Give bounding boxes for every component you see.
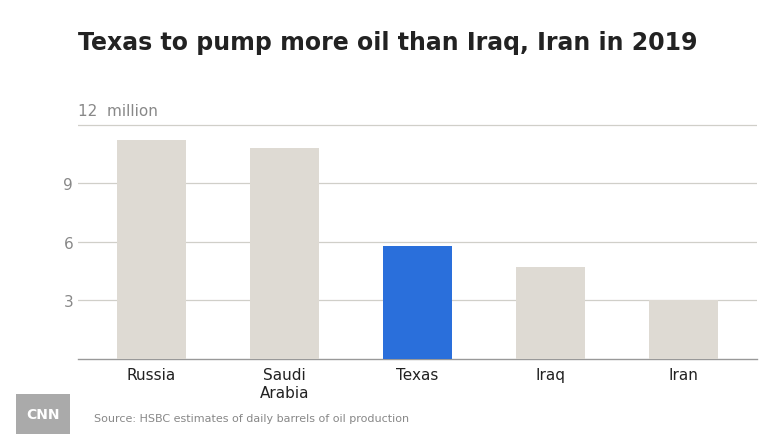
Text: Texas to pump more oil than Iraq, Iran in 2019: Texas to pump more oil than Iraq, Iran i… [78,31,697,55]
Bar [649,301,718,359]
Text: Source: HSBC estimates of daily barrels of oil production: Source: HSBC estimates of daily barrels … [94,413,409,423]
Bar [250,149,319,359]
Text: 12  million: 12 million [78,104,158,119]
Bar [116,141,186,359]
Bar [516,268,585,359]
Text: CNN: CNN [27,407,59,421]
Bar [383,246,452,359]
